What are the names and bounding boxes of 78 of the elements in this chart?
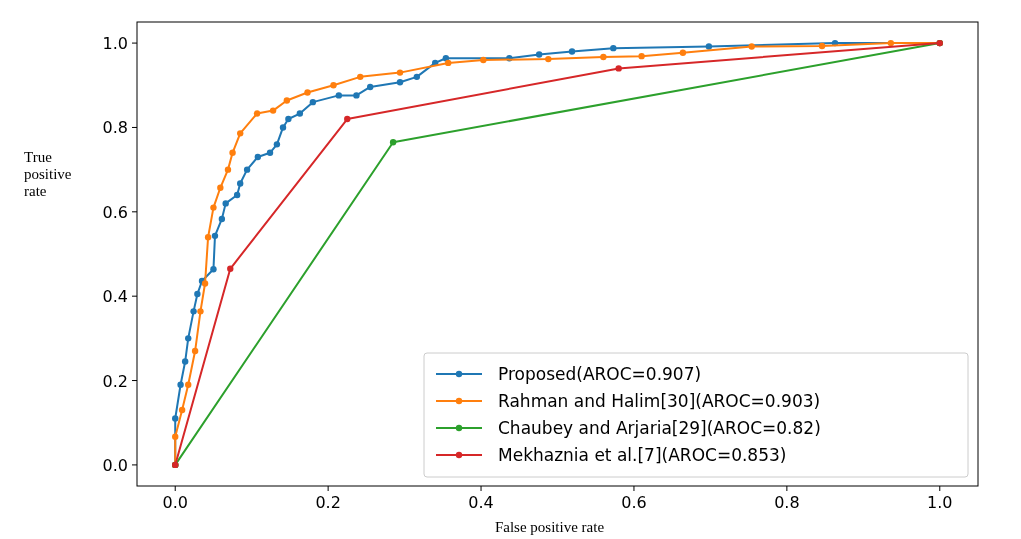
x-tick-label: 0.0 [162, 493, 188, 512]
point [396, 69, 404, 76]
point [185, 335, 192, 342]
point [353, 92, 360, 99]
legend-label: Rahman and Halim[30](AROC=0.903) [498, 391, 821, 411]
point [357, 73, 364, 81]
point [679, 49, 687, 56]
point [222, 200, 229, 207]
point [218, 215, 226, 223]
point [178, 406, 186, 414]
point [224, 166, 232, 173]
point [204, 233, 212, 241]
point [253, 110, 261, 117]
y-tick-label: 1.0 [102, 34, 128, 54]
point [330, 82, 337, 89]
x-tick-label: 0.8 [774, 493, 800, 512]
point [444, 59, 452, 67]
point [366, 83, 374, 91]
point [279, 124, 287, 131]
point [304, 89, 311, 96]
y-tick-label: 0.6 [102, 202, 128, 222]
point [237, 180, 244, 187]
point [254, 153, 261, 161]
point [535, 51, 543, 58]
legend-label: Mekhaznia et al.[7](AROC=0.853) [498, 445, 787, 465]
point [210, 204, 217, 211]
point [396, 79, 404, 86]
x-tick-label: 0.6 [621, 493, 647, 512]
point [210, 265, 217, 273]
y-tick-label: 0.0 [102, 455, 128, 475]
y-tick-label: 0.2 [102, 371, 128, 391]
point [211, 232, 219, 240]
point [273, 141, 281, 148]
point [568, 48, 576, 55]
legend-label: Proposed(AROC=0.907) [498, 364, 702, 384]
x-tick-label: 1.0 [927, 493, 953, 512]
point [309, 98, 317, 106]
point [237, 130, 244, 137]
point [600, 53, 607, 61]
point [190, 308, 197, 315]
y-axis-title: True positive rate [24, 149, 72, 199]
point [227, 265, 234, 272]
x-axis-title: False positive rate [494, 519, 605, 535]
point [283, 97, 291, 104]
point [172, 415, 179, 422]
point [335, 92, 343, 99]
point [243, 166, 251, 173]
y-tick-label: 0.4 [102, 287, 128, 307]
x-tick-label: 0.4 [468, 493, 494, 512]
legend-label: Chaubey and Arjaria[29](AROC=0.82) [498, 418, 821, 438]
y-tick-label: 0.8 [102, 118, 128, 138]
point [233, 191, 241, 199]
point [269, 107, 277, 114]
x-tick-label: 0.2 [315, 493, 341, 512]
point [296, 110, 304, 117]
point [185, 381, 192, 388]
point [194, 290, 201, 298]
point [545, 55, 552, 63]
point [217, 184, 224, 191]
point [266, 149, 274, 156]
point [177, 381, 184, 388]
point [181, 358, 189, 365]
point [638, 52, 645, 60]
point [191, 347, 199, 355]
point [172, 433, 179, 440]
point [413, 73, 421, 81]
point [480, 56, 487, 64]
point [285, 115, 292, 123]
point [610, 44, 617, 52]
point [197, 308, 204, 315]
point [818, 42, 826, 50]
point [887, 39, 895, 47]
point [705, 43, 713, 50]
point [615, 65, 622, 72]
point [344, 115, 351, 123]
point [389, 139, 397, 146]
point [748, 43, 755, 50]
point [229, 149, 236, 156]
